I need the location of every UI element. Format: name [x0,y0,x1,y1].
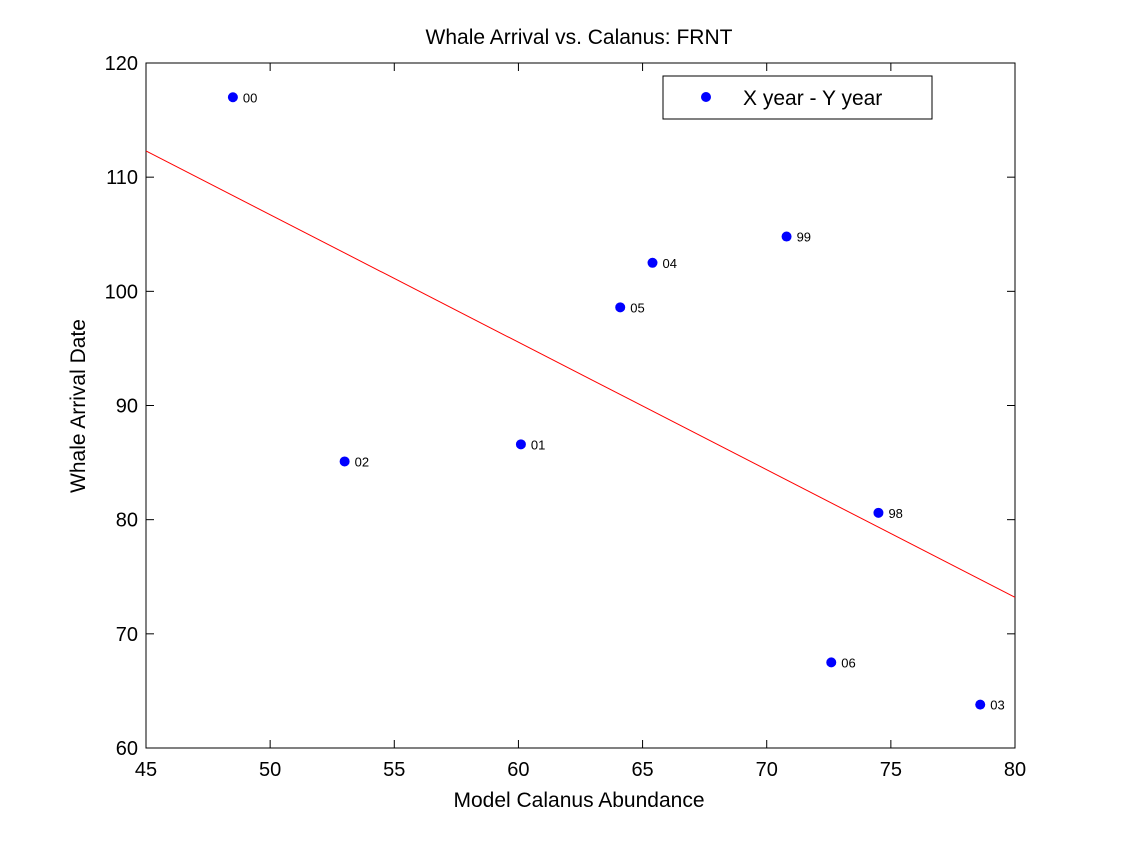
y-tick-label: 90 [116,396,138,418]
fit-line-layer [145,150,1016,598]
data-point [227,92,238,103]
point-label: 06 [841,655,855,670]
point-label: 98 [888,506,902,521]
point-label: 02 [355,454,369,469]
y-tick-label: 100 [105,281,138,303]
point-label: 99 [797,230,811,245]
legend-label: X year - Y year [743,87,882,110]
data-point [515,439,526,450]
data-point [826,657,837,668]
x-tick-label: 60 [507,759,529,781]
data-point [339,456,350,467]
y-axis-label: Whale Arrival Date [67,319,90,493]
x-tick-label: 65 [631,759,653,781]
point-label: 05 [630,300,644,315]
point-label: 01 [531,437,545,452]
data-point [873,507,884,518]
chart-title: Whale Arrival vs. Calanus: FRNT [426,26,733,49]
data-point [647,257,658,268]
legend: X year - Y year [662,75,933,120]
point-label: 03 [990,698,1004,713]
x-tick-label: 50 [259,759,281,781]
points-layer: 00 99 04 05 01 02 98 06 03 [227,90,1005,713]
y-tick-label: 70 [116,624,138,646]
x-tick-label: 45 [135,759,157,781]
data-point [615,302,626,313]
y-tick-label: 110 [106,167,138,189]
y-tick-label: 60 [116,738,138,760]
ticks-layer: 45 50 55 60 65 70 75 80 60 70 80 90 100 110 120 [105,53,1027,781]
plot-frame [145,62,1016,749]
data-point [781,231,792,242]
x-tick-label: 70 [756,759,778,781]
data-point [975,699,986,710]
x-tick-label: 75 [880,759,902,781]
plot-area: 00 99 04 05 01 02 98 06 03 45 50 55 60 65 70 75 80 60 70 8… [105,53,1027,781]
y-tick-label: 80 [116,510,138,532]
x-tick-label: 80 [1004,759,1026,781]
legend-marker [701,92,711,102]
fit-line [145,150,1016,598]
y-tick-label: 120 [105,53,138,75]
point-label: 00 [243,90,257,105]
x-tick-label: 55 [383,759,405,781]
x-axis-label: Model Calanus Abundance [453,789,704,812]
point-label: 04 [663,256,677,271]
